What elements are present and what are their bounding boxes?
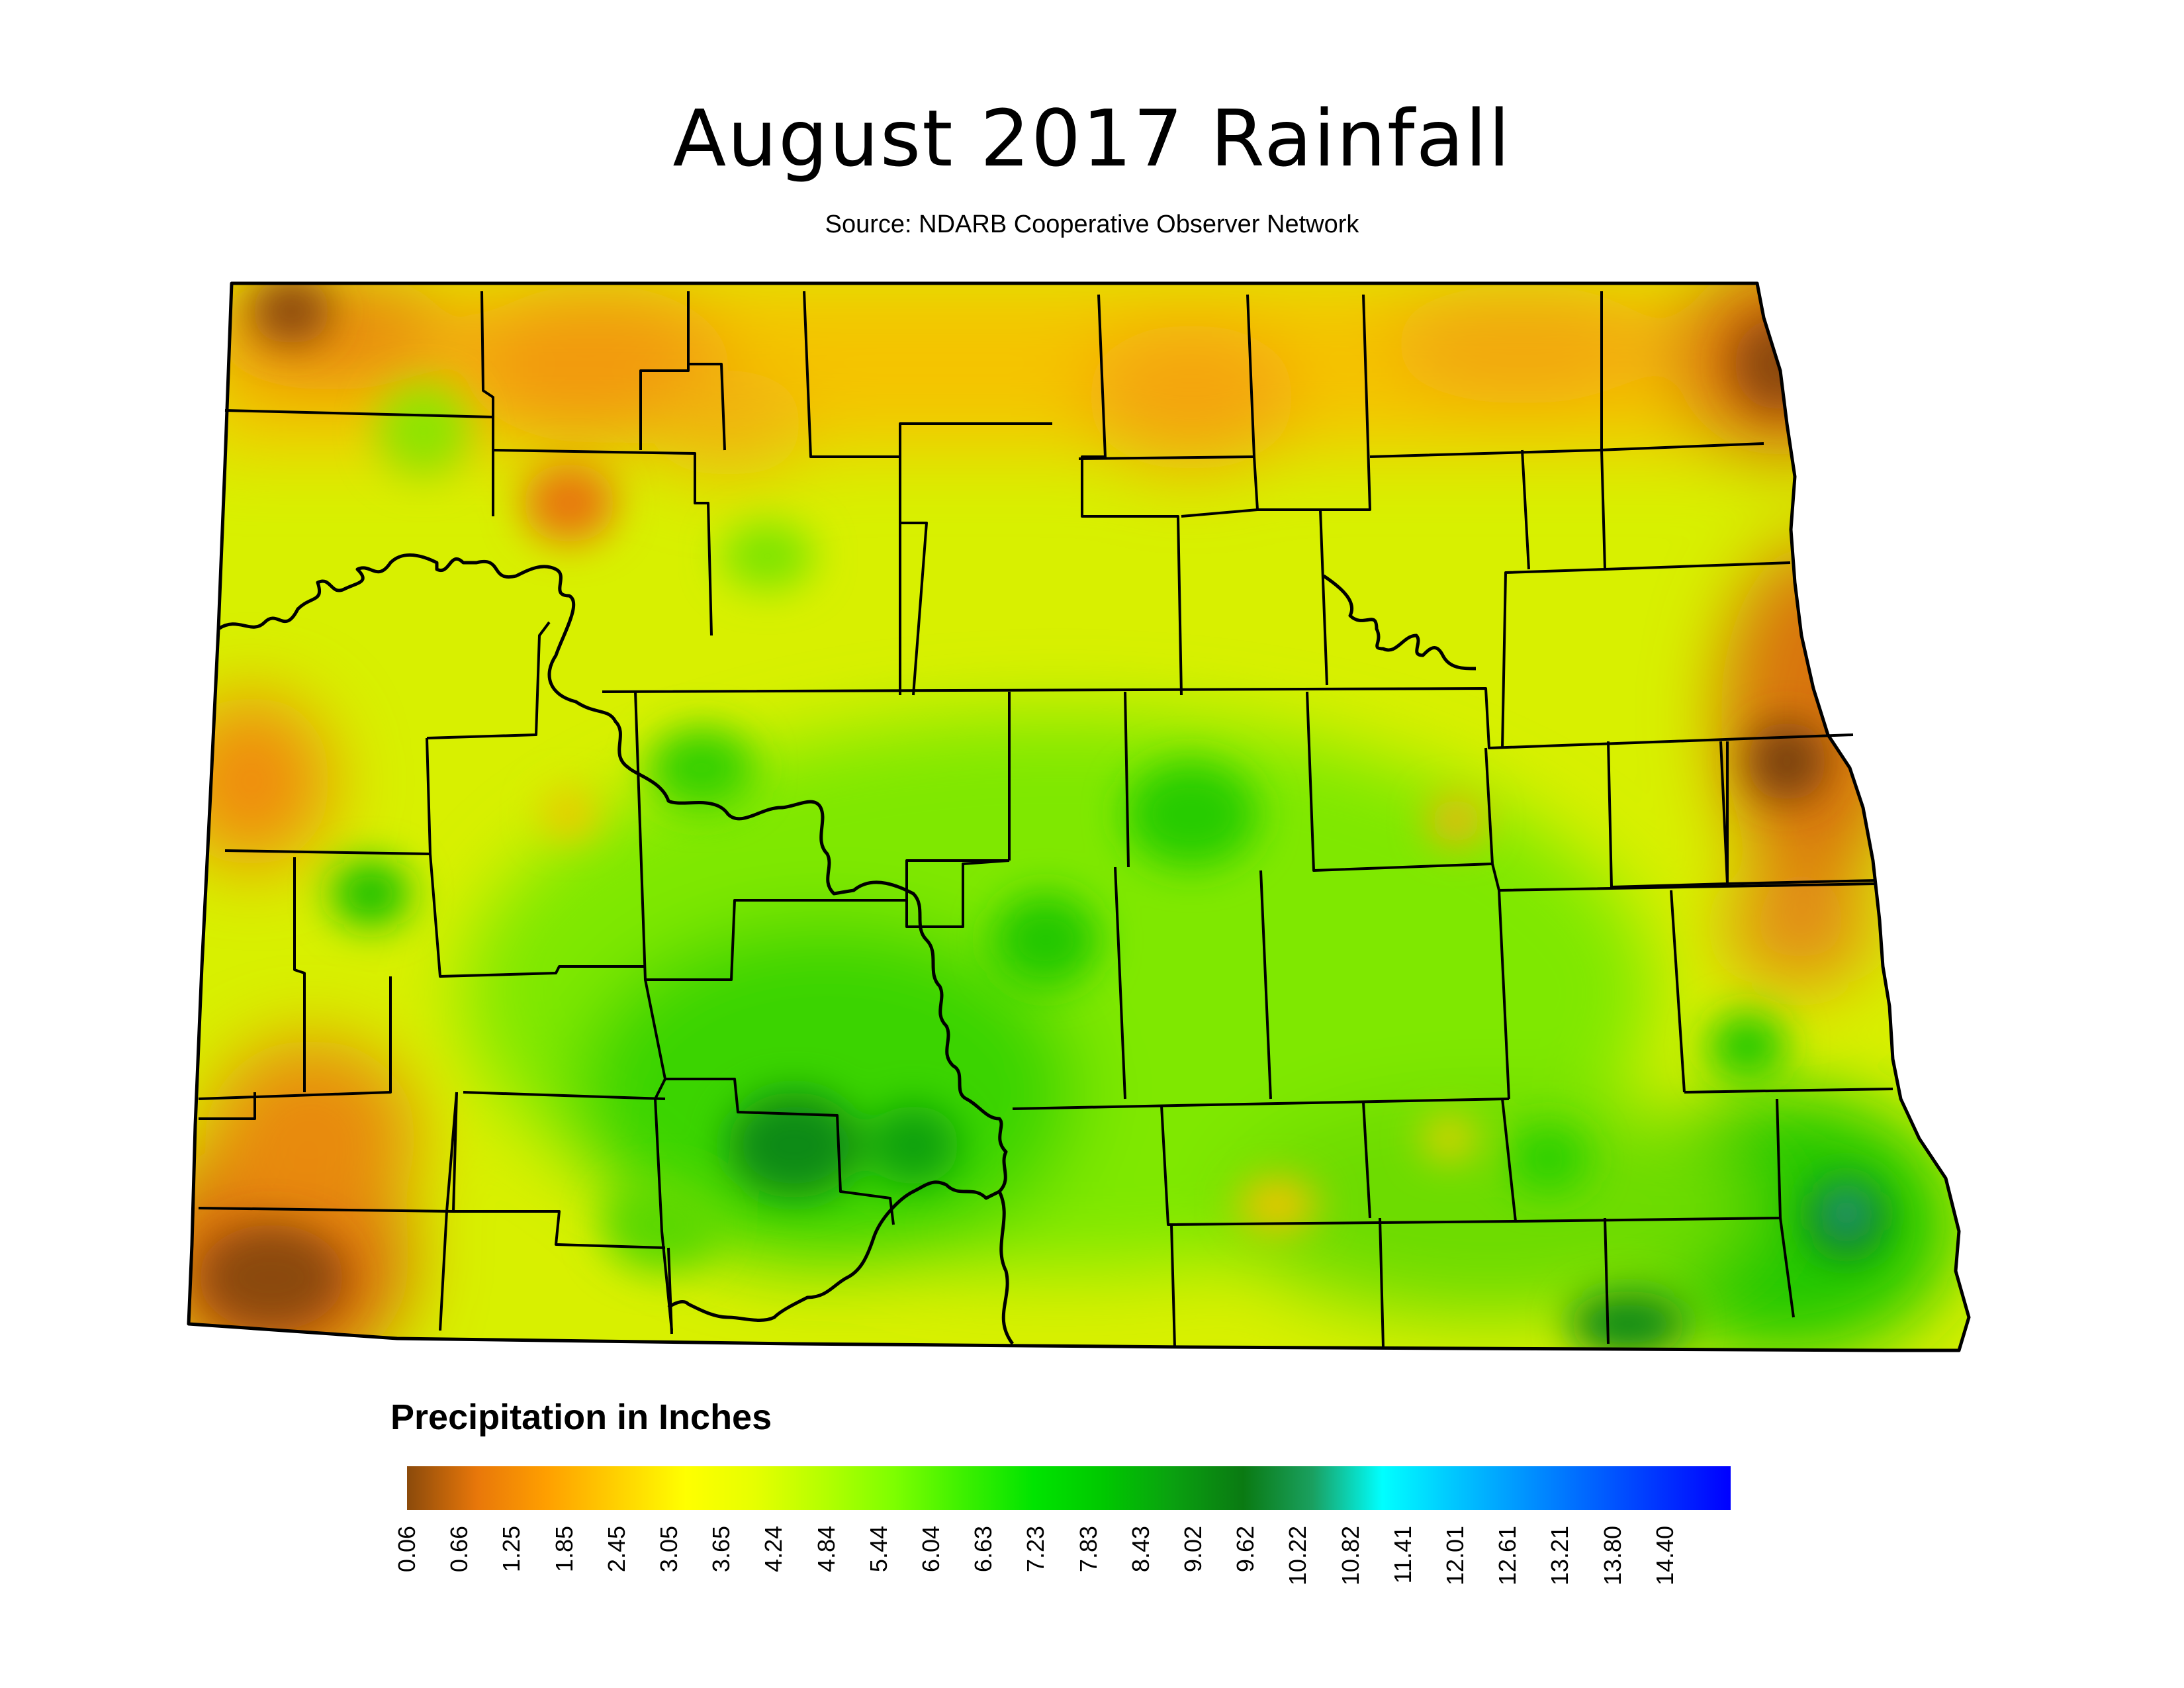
legend-tick-label: 10.22	[1284, 1526, 1312, 1586]
legend-tick-label: 14.40	[1651, 1526, 1678, 1586]
legend-tick: 10.82	[1331, 1526, 1371, 1632]
legend-tick: 11.41	[1383, 1526, 1423, 1632]
legend-tick-label: 7.83	[1074, 1526, 1102, 1573]
legend-tick-label: 6.04	[917, 1526, 944, 1573]
legend-tick: 5.44	[859, 1526, 899, 1632]
legend-tick: 6.63	[964, 1526, 1003, 1632]
legend-tick-label: 8.43	[1126, 1526, 1154, 1573]
legend-tick-label: 4.24	[760, 1526, 788, 1573]
legend-tick-label: 12.01	[1441, 1526, 1469, 1586]
legend-tick-label: 5.44	[864, 1526, 892, 1573]
legend-color-bar	[407, 1466, 1731, 1510]
legend-tick: 1.85	[545, 1526, 584, 1632]
legend-tick: 0.66	[439, 1526, 479, 1632]
legend-tick-label: 3.05	[655, 1526, 682, 1573]
legend-tick: 3.65	[702, 1526, 741, 1632]
legend-tick: 1.25	[492, 1526, 531, 1632]
legend-tick: 7.83	[1069, 1526, 1109, 1632]
legend-tick-label: 1.85	[550, 1526, 578, 1573]
legend-tick-label: 9.62	[1232, 1526, 1259, 1573]
legend-tick-label: 13.80	[1598, 1526, 1626, 1586]
legend-tick: 9.62	[1226, 1526, 1265, 1632]
legend-tick-label: 0.06	[393, 1526, 420, 1573]
map-title: August 2017 Rainfall	[672, 93, 1512, 184]
legend-tick-label: 0.66	[445, 1526, 473, 1573]
legend-tick-label: 4.84	[812, 1526, 840, 1573]
legend-tick-label: 11.41	[1388, 1526, 1416, 1584]
legend-tick-label: 1.25	[498, 1526, 525, 1573]
legend-tick-label: 10.82	[1336, 1526, 1364, 1586]
legend-tick: 3.05	[649, 1526, 689, 1632]
legend-tick-label: 12.61	[1494, 1526, 1522, 1586]
legend-tick: 13.21	[1540, 1526, 1580, 1632]
legend-tick: 10.22	[1278, 1526, 1318, 1632]
legend-tick: 14.40	[1645, 1526, 1685, 1632]
legend-tick: 8.43	[1121, 1526, 1161, 1632]
legend-tick: 9.02	[1173, 1526, 1213, 1632]
legend-tick-label: 9.02	[1179, 1526, 1206, 1573]
legend-tick: 12.61	[1488, 1526, 1527, 1632]
legend-tick: 6.04	[911, 1526, 951, 1632]
legend-tick: 7.23	[1016, 1526, 1056, 1632]
legend-tick-label: 2.45	[602, 1526, 630, 1573]
legend-tick: 4.24	[754, 1526, 794, 1632]
legend-tick-label: 6.63	[970, 1526, 997, 1573]
legend-tick-label: 3.65	[707, 1526, 735, 1573]
legend-title: Precipitation in Inches	[390, 1397, 772, 1437]
legend-tick: 13.80	[1593, 1526, 1633, 1632]
legend-tick: 0.06	[387, 1526, 427, 1632]
legend-tick-label: 13.21	[1546, 1526, 1574, 1586]
rainfall-map	[187, 281, 1971, 1352]
map-subtitle: Source: NDARB Cooperative Observer Netwo…	[825, 211, 1359, 238]
legend-tick: 12.01	[1435, 1526, 1475, 1632]
legend-tick: 4.84	[807, 1526, 846, 1632]
legend-tick: 2.45	[597, 1526, 637, 1632]
legend-tick-label: 7.23	[1022, 1526, 1050, 1573]
